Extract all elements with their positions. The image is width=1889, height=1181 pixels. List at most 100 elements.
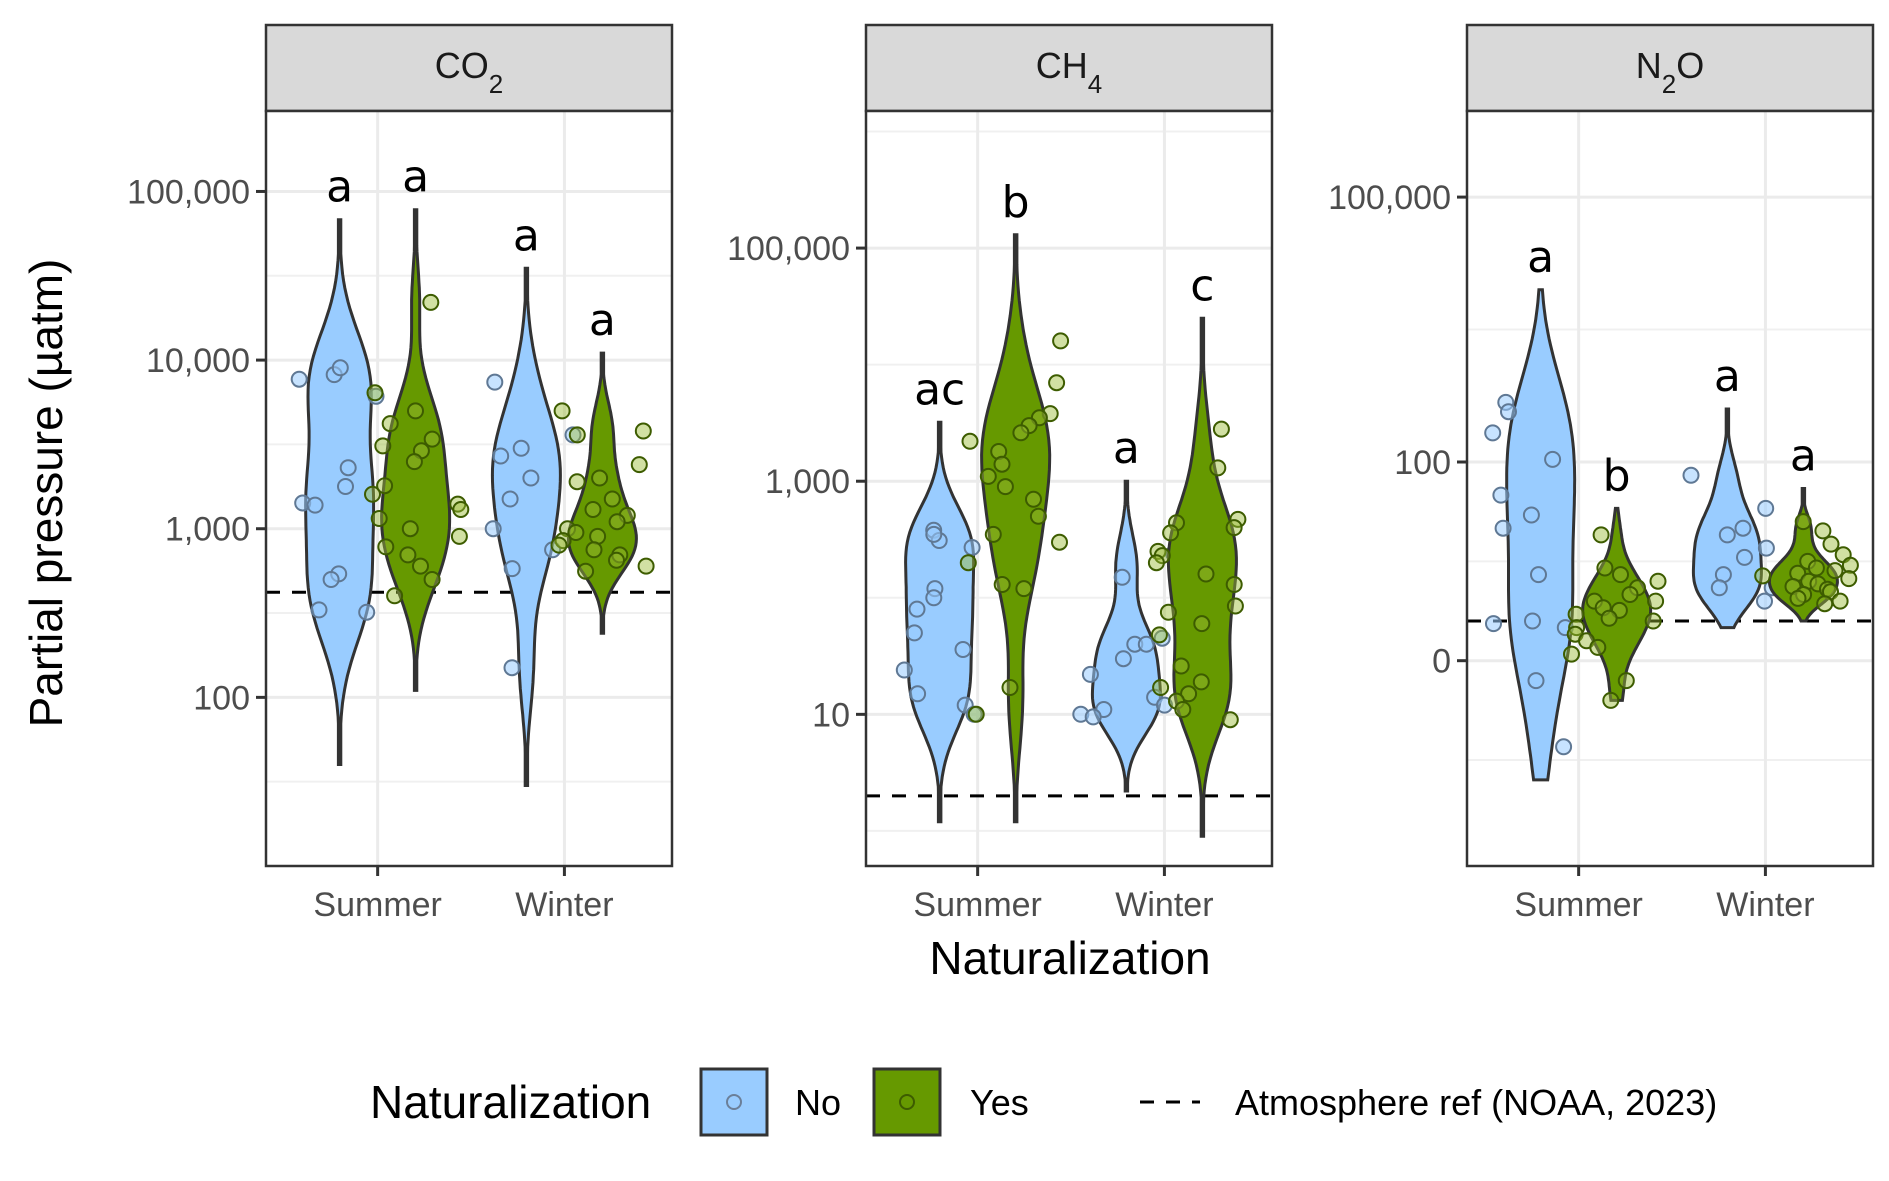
data-point: [1522, 506, 1540, 524]
y-tick-label: 10: [812, 696, 850, 734]
data-point: [290, 370, 308, 388]
data-point: [1012, 424, 1030, 442]
y-tick-label: 1,000: [765, 463, 850, 501]
data-point: [1647, 592, 1665, 610]
data-point: [1225, 576, 1243, 593]
data-point: [568, 426, 586, 444]
data-point: [1137, 635, 1155, 653]
data-point: [1841, 556, 1859, 574]
data-point: [1500, 403, 1517, 421]
violin-ch4-summer-yes: [980, 233, 1052, 824]
data-point: [1734, 519, 1752, 537]
data-point: [1212, 420, 1230, 438]
data-point: [1682, 466, 1700, 484]
panel-border: [864, 109, 1274, 868]
data-point: [1718, 526, 1736, 544]
data-point: [925, 589, 943, 607]
data-point: [895, 661, 913, 679]
data-point: [412, 557, 429, 575]
significance-letter: b: [1603, 450, 1631, 501]
data-point: [1193, 615, 1211, 633]
data-point: [423, 430, 441, 448]
legend-key-yes: [872, 1067, 942, 1137]
data-point: [909, 685, 927, 703]
data-point: [1754, 567, 1772, 585]
x-tick-label: Summer: [913, 886, 1041, 924]
data-point: [1617, 672, 1635, 690]
violin-co2-summer-yes: [380, 208, 452, 692]
data-point: [568, 473, 586, 491]
data-point: [1563, 645, 1580, 663]
data-point: [1192, 673, 1210, 691]
significance-letter: a: [326, 162, 353, 213]
data-point: [577, 562, 595, 580]
x-tick-label: Winter: [515, 886, 613, 924]
y-tick-label: 1,000: [165, 511, 250, 549]
legend-key-no: [699, 1067, 769, 1137]
data-point: [364, 485, 381, 503]
violin-co2-winter-no: [490, 266, 562, 787]
data-point: [331, 359, 349, 377]
data-point: [603, 490, 621, 508]
data-point: [306, 496, 324, 514]
data-point: [399, 546, 417, 564]
x-tick-label: Summer: [1514, 886, 1642, 924]
x-tick-label: Winter: [1115, 886, 1213, 924]
data-point: [322, 571, 340, 588]
data-point: [967, 705, 985, 723]
data-point: [1555, 738, 1573, 756]
significance-letter: a: [1790, 431, 1817, 482]
significance-letter: a: [513, 210, 540, 261]
data-point: [423, 571, 441, 588]
data-point: [1596, 559, 1614, 577]
data-point: [1484, 424, 1502, 442]
data-point: [310, 601, 328, 619]
data-point: [1197, 565, 1215, 583]
data-point: [1807, 559, 1825, 577]
data-point: [1527, 672, 1545, 690]
data-point: [1710, 579, 1728, 597]
data-point: [1159, 603, 1177, 621]
data-point: [337, 478, 354, 495]
data-point: [381, 415, 399, 433]
data-point: [339, 459, 357, 477]
data-point: [630, 456, 648, 474]
y-tick-label: 100,000: [127, 173, 250, 211]
data-point: [961, 432, 979, 450]
data-point: [1809, 575, 1827, 593]
data-point: [1826, 562, 1844, 580]
panel-border: [264, 109, 674, 868]
data-point: [1229, 510, 1247, 528]
data-point: [954, 641, 972, 658]
legend-label-reference: Atmosphere ref (NOAA, 2023): [1235, 1082, 1717, 1123]
data-point: [1649, 572, 1667, 590]
data-point: [1592, 526, 1610, 544]
data-point: [591, 469, 609, 487]
data-point: [1081, 665, 1099, 683]
data-point: [422, 293, 440, 311]
data-point: [1051, 533, 1068, 551]
data-point: [1084, 708, 1102, 726]
data-point: [1015, 580, 1033, 598]
data-point: [370, 510, 388, 527]
data-point: [1492, 486, 1510, 504]
data-point: [386, 587, 404, 605]
data-point: [401, 520, 419, 538]
data-point: [1226, 597, 1244, 615]
data-point: [637, 557, 655, 575]
data-point: [1831, 592, 1849, 610]
data-point: [1789, 589, 1807, 607]
data-point: [1147, 554, 1165, 572]
data-point: [1756, 592, 1773, 610]
data-point: [1794, 513, 1812, 531]
data-point: [376, 477, 394, 495]
data-point: [358, 603, 376, 621]
y-tick-label: 10,000: [146, 342, 250, 380]
legend-title: Naturalization: [370, 1076, 651, 1128]
data-point: [1048, 374, 1066, 392]
data-point: [585, 541, 603, 559]
